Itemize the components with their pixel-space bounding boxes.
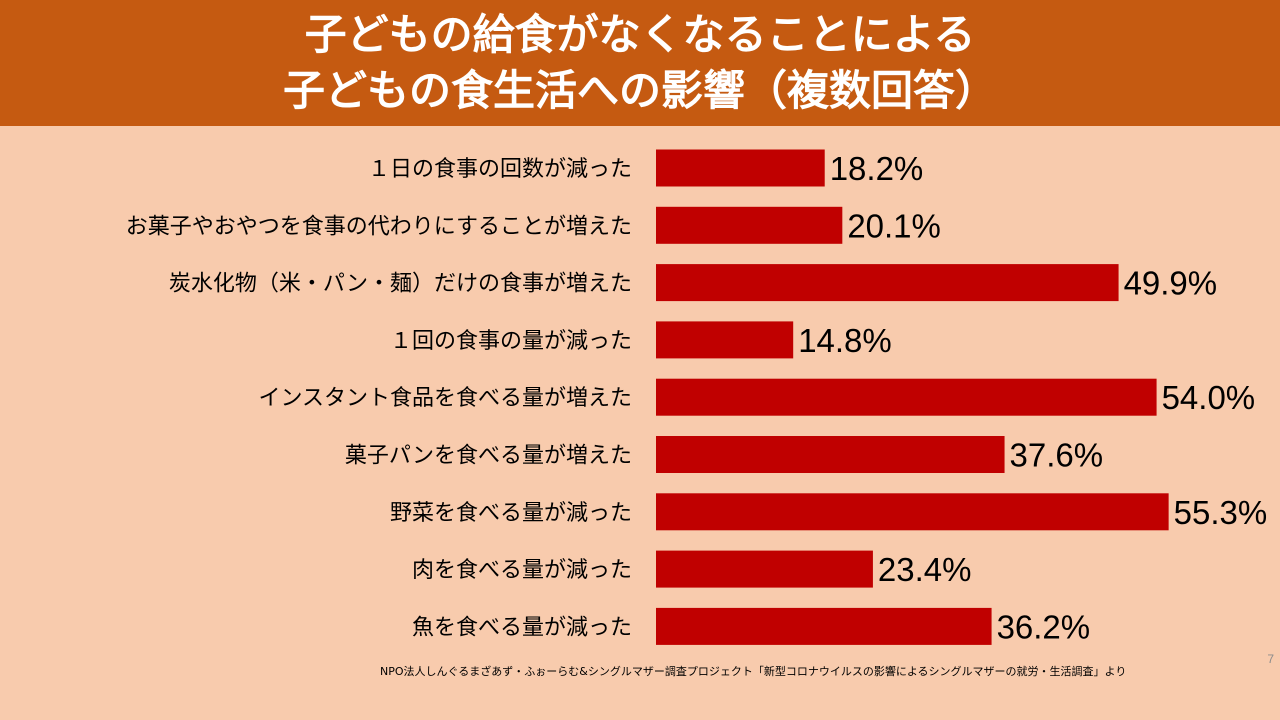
category-label: お菓子やおやつを食事の代わりにすることが増えた bbox=[126, 214, 632, 239]
bar bbox=[656, 607, 992, 645]
value-label: 36.2% bbox=[997, 608, 1091, 645]
category-label: 菓子パンを食べる量が増えた bbox=[345, 444, 632, 469]
value-label: 14.8% bbox=[798, 322, 892, 359]
value-label: 23.4% bbox=[878, 551, 972, 588]
source-note: NPO法人しんぐるまざあず・ふぉーらむ&シングルマザー調査プロジェクト「新型コロ… bbox=[380, 665, 1127, 678]
category-label: 肉を食べる量が減った bbox=[412, 558, 632, 583]
chart-title-line-1: 子どもの給食がなくなることによる bbox=[304, 10, 976, 59]
value-label: 49.9% bbox=[1124, 265, 1218, 302]
bar bbox=[656, 493, 1169, 531]
bar bbox=[656, 264, 1119, 302]
title-band: 子どもの給食がなくなることによる 子どもの食生活への影響（複数回答） bbox=[0, 0, 1280, 126]
value-label: 37.6% bbox=[1010, 437, 1104, 474]
value-label: 20.1% bbox=[847, 207, 941, 244]
category-label: １回の食事の量が減った bbox=[390, 329, 632, 354]
category-label: 炭水化物（米・パン・麺）だけの食事が増えた bbox=[169, 272, 632, 297]
value-label: 54.0% bbox=[1162, 379, 1256, 416]
category-label: 野菜を食べる量が減った bbox=[390, 501, 632, 526]
category-label: インスタント食品を食べる量が増えた bbox=[258, 386, 632, 411]
page-number: 7 bbox=[1267, 652, 1274, 666]
bar bbox=[656, 378, 1157, 416]
bar bbox=[656, 550, 873, 588]
bar bbox=[656, 436, 1005, 473]
category-label: 魚を食べる量が減った bbox=[412, 615, 632, 640]
bar bbox=[656, 321, 794, 359]
bar bbox=[656, 206, 843, 244]
bar bbox=[656, 149, 825, 187]
category-label: １日の食事の回数が減った bbox=[368, 157, 632, 182]
value-label: 18.2% bbox=[830, 150, 924, 187]
chart-title-line-2: 子どもの食生活への影響（複数回答） bbox=[282, 66, 997, 115]
value-label: 55.3% bbox=[1174, 494, 1268, 531]
